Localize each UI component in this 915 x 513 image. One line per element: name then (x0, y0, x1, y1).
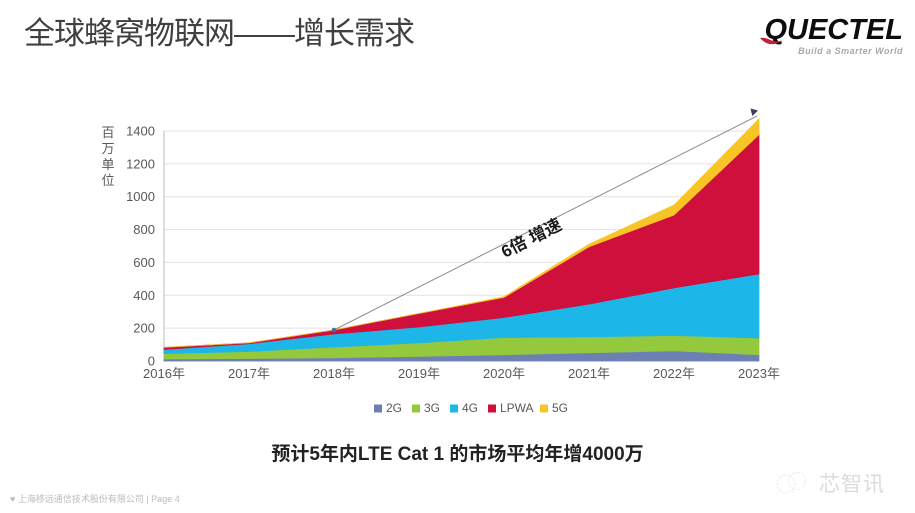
svg-text:1000: 1000 (126, 189, 155, 204)
svg-text:2017年: 2017年 (228, 366, 270, 381)
svg-text:400: 400 (133, 288, 155, 303)
svg-text:2020年: 2020年 (483, 366, 525, 381)
svg-text:2022年: 2022年 (653, 366, 695, 381)
svg-text:万: 万 (101, 141, 114, 156)
svg-text:2019年: 2019年 (398, 366, 440, 381)
svg-text:2018年: 2018年 (313, 366, 355, 381)
svg-text:1200: 1200 (126, 156, 155, 171)
svg-text:5G: 5G (552, 401, 568, 415)
svg-text:200: 200 (133, 321, 155, 336)
svg-text:单: 单 (101, 157, 114, 172)
svg-text:位: 位 (101, 173, 114, 188)
svg-text:2023年: 2023年 (738, 366, 780, 381)
svg-text:2021年: 2021年 (568, 366, 610, 381)
svg-text:600: 600 (133, 255, 155, 270)
svg-text:4G: 4G (462, 401, 478, 415)
svg-text:1400: 1400 (126, 124, 155, 139)
svg-text:百: 百 (101, 125, 114, 140)
svg-text:2016年: 2016年 (143, 366, 185, 381)
svg-text:3G: 3G (424, 401, 440, 415)
svg-text:800: 800 (133, 222, 155, 237)
svg-text:LPWA: LPWA (500, 401, 534, 415)
svg-text:2G: 2G (386, 401, 402, 415)
svg-text:6倍 增速: 6倍 增速 (498, 214, 565, 261)
